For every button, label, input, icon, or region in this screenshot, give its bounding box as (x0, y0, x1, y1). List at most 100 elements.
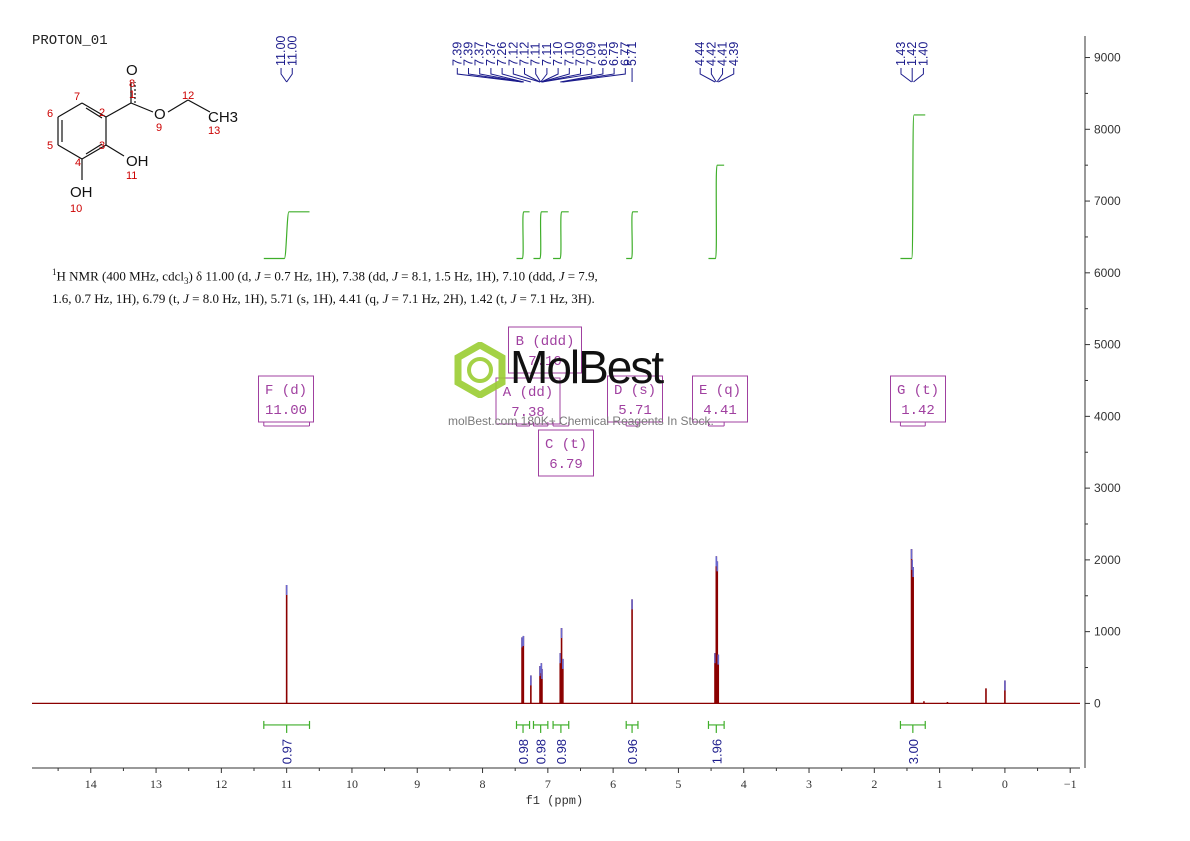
peak-label: 7.09 (585, 42, 599, 66)
molecule-labels: O O CH3 OH OH 1 2 3 4 5 6 7 8 9 10 11 12… (47, 62, 238, 215)
peak-label: 7.11 (540, 43, 554, 66)
multiplet-box (538, 429, 594, 477)
y-tick-label: 4000 (1094, 409, 1121, 423)
peak-label: 4.44 (693, 42, 707, 66)
multiplet-box (692, 375, 748, 423)
x-tick-label: 4 (741, 777, 747, 791)
x-tick-label: 13 (150, 777, 162, 791)
peak-label-leader (560, 68, 604, 83)
multiplet-box (495, 377, 561, 425)
multiplet-label: B (ddd) (516, 334, 575, 350)
x-tick-label: 2 (871, 777, 877, 791)
integral-value: 0.97 (280, 739, 295, 764)
integral-curve (263, 211, 310, 260)
multiplet-label: F (d) (265, 383, 307, 399)
atom-number: 5 (47, 140, 53, 152)
y-tick-label: 3000 (1094, 481, 1121, 495)
atom-number: 1 (129, 89, 135, 101)
peak-label: 6.77 (618, 42, 632, 66)
integral-value: 1.96 (709, 739, 724, 764)
integral-value: 0.98 (534, 739, 549, 764)
peak-label-leader (524, 68, 541, 83)
peak-label-leader (900, 68, 912, 83)
peak-label: 1.40 (916, 42, 930, 66)
multiplet-box (890, 375, 946, 423)
x-axis-label: f1 (ppm) (526, 794, 584, 808)
peak-label: 1.43 (894, 42, 908, 66)
spectrum-trace (32, 549, 1080, 705)
peak-label-leader (280, 68, 288, 83)
peak-label: 4.41 (716, 42, 730, 66)
integral-curve (708, 164, 725, 260)
atom-number: 12 (182, 90, 194, 102)
peak-label: 5.71 (625, 42, 639, 66)
peak-label-leader (561, 68, 615, 83)
peak-label: 7.39 (450, 42, 464, 66)
watermark: MolBest molBest.com 180K+ Chemical Reage… (448, 338, 752, 433)
multiplet-shift: 4.41 (703, 403, 737, 419)
watermark-brand: MolBest (510, 341, 664, 393)
peak-label-leader (540, 68, 548, 83)
integral-curve (533, 211, 548, 260)
integral-curve (626, 211, 638, 260)
peak-label-leader (468, 68, 523, 83)
peak-label: 7.37 (484, 42, 498, 66)
y-tick-label: 9000 (1094, 51, 1121, 65)
molecule-structure (57, 82, 211, 180)
peak-label: 4.39 (727, 42, 741, 66)
x-tick-label: −1 (1064, 777, 1077, 791)
y-tick-label: 6000 (1094, 266, 1121, 280)
x-tick-label: 10 (346, 777, 358, 791)
x-tick-label: 14 (85, 777, 97, 791)
x-tick-label: 8 (480, 777, 486, 791)
x-tick-label: 7 (545, 777, 551, 791)
peak-label-leader (535, 68, 542, 83)
peak-label-leader (913, 68, 924, 83)
watermark-tagline: molBest.com 180K+ Chemical Reagents In S… (448, 414, 714, 428)
peak-label: 7.26 (495, 42, 509, 66)
peak-label: 7.09 (574, 42, 588, 66)
integral-value: 0.98 (516, 739, 531, 764)
integral-value: 0.98 (554, 739, 569, 764)
molbest-logo-icon (454, 342, 506, 398)
multiplet-label: A (dd) (503, 385, 553, 401)
peak-label-leader (541, 68, 582, 83)
peak-label-leader (501, 68, 531, 83)
x-tick-label: 9 (414, 777, 420, 791)
x-tick-label: 1 (937, 777, 943, 791)
multiplet-label: E (q) (699, 383, 741, 399)
multiplet-box (607, 375, 663, 423)
x-tick-label: 11 (281, 777, 293, 791)
peak-label-leader (541, 68, 593, 83)
peak-label: 7.39 (462, 42, 476, 66)
atom-number: 4 (75, 157, 81, 169)
nmr-summary-text: 1H NMR (400 MHz, cdcl3) δ 11.00 (d, J = … (52, 267, 598, 306)
integral-value: 3.00 (906, 739, 921, 764)
integral-value: 0.96 (625, 739, 640, 764)
peak-label: 11.00 (274, 36, 288, 66)
atom-label: OH (70, 184, 93, 201)
multiplet-shift: 11.00 (265, 403, 307, 419)
atom-number: 3 (99, 140, 105, 152)
peak-label: 7.12 (506, 42, 520, 66)
peak-label: 4.42 (704, 42, 718, 66)
integral-curve (553, 211, 569, 260)
integral-values: 0.97 0.98 0.98 0.98 0.96 1.96 3.00 (263, 720, 926, 764)
peak-label: 7.10 (551, 42, 565, 66)
atom-number: 2 (99, 107, 105, 119)
multiplet-shift: 1.42 (901, 403, 935, 419)
multiplet-shift: 7.38 (511, 405, 545, 421)
atom-number: 10 (70, 203, 82, 215)
integral-curve (900, 114, 926, 260)
peak-label-leader (716, 68, 724, 83)
multiplet-shift: 7.10 (528, 354, 562, 370)
atom-label: O (126, 62, 138, 79)
integral-curve (516, 211, 530, 260)
atom-label: OH (126, 153, 149, 170)
atom-number: 6 (47, 108, 53, 120)
peak-label-leader (479, 68, 524, 83)
y-tick-label: 0 (1094, 696, 1101, 710)
sample-name: PROTON_01 (32, 33, 108, 49)
multiplet-label: D (s) (614, 383, 656, 399)
